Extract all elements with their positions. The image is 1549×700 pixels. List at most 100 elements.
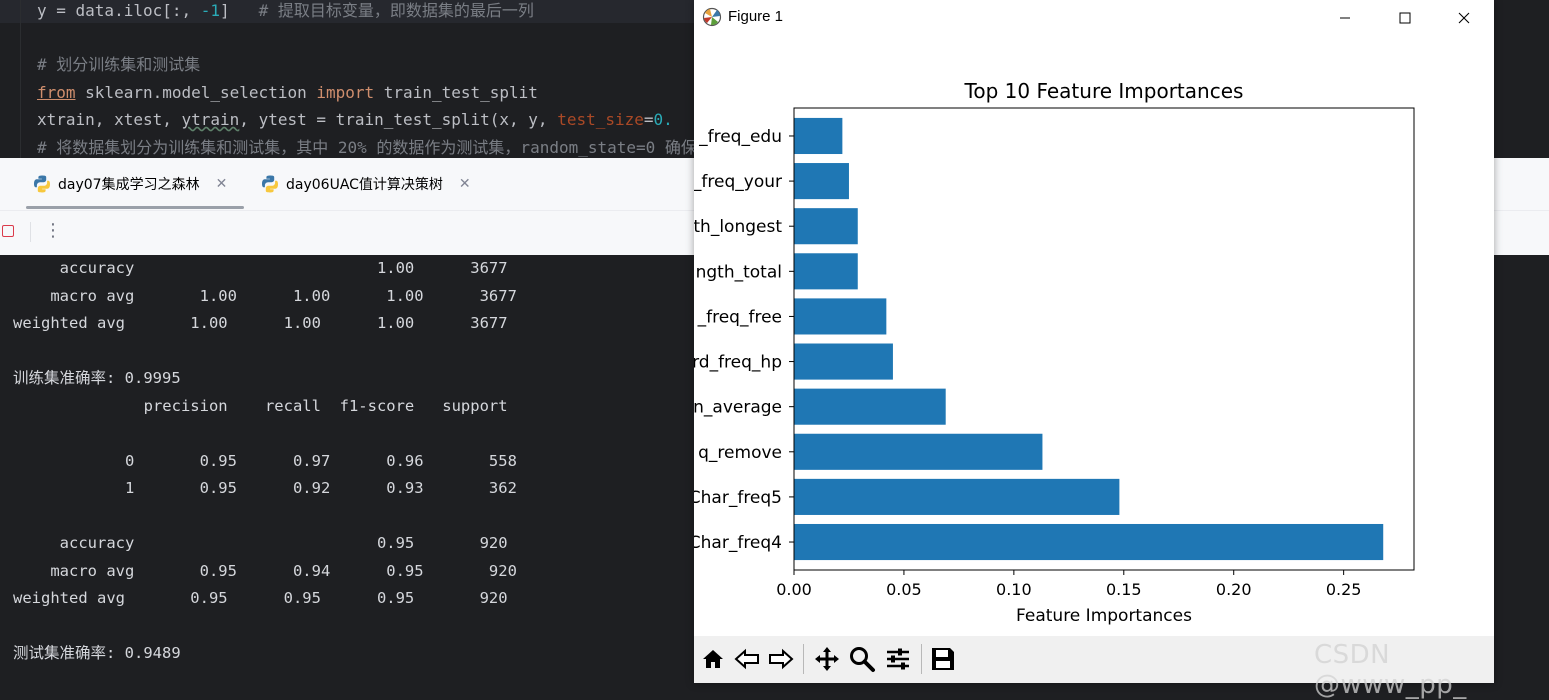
console-line: macro avg 0.95 0.94 0.95 920	[13, 561, 517, 580]
bars-group	[794, 117, 1384, 561]
y-tick-label: Char_freq4	[694, 533, 782, 553]
forward-button[interactable]	[766, 644, 796, 674]
x-tick-label: 0.15	[1106, 580, 1142, 599]
x-tick-label: 0.00	[776, 580, 812, 599]
figure-toolbar	[694, 636, 1494, 683]
home-icon	[703, 650, 723, 668]
bar	[794, 117, 843, 155]
code-line[interactable]: xtrain, xtest, ytrain, ytest = train_tes…	[37, 106, 673, 133]
code-token: y = data.iloc[:,	[37, 1, 201, 20]
maximize-button[interactable]	[1376, 0, 1434, 36]
y-tick-label: _freq_free	[697, 307, 782, 327]
python-file-icon	[34, 175, 50, 193]
y-tick-label: ngth_total	[696, 262, 782, 282]
bar	[794, 523, 1384, 561]
bar	[794, 343, 893, 380]
console-line: accuracy 0.95 920	[13, 534, 508, 552]
console-line: weighted avg 0.95 0.95 0.95 920	[13, 589, 508, 607]
code-token: from	[37, 83, 76, 102]
save-button[interactable]	[928, 644, 958, 674]
y-tick-labels: Char_freq4 Char_freq5 q_remove n_average rd_…	[694, 127, 794, 553]
maximize-icon	[1399, 12, 1411, 24]
pan-icon	[815, 647, 839, 671]
code-token: ytrain	[181, 110, 240, 129]
console-line: 测试集准确率: 0.9489	[13, 644, 181, 662]
toolbar-divider	[30, 222, 31, 242]
watermark: CSDN @www_pp_	[1314, 640, 1467, 700]
minimize-button[interactable]	[1316, 0, 1374, 36]
code-token: ]	[220, 1, 259, 20]
console-line: 训练集准确率: 0.9995	[13, 369, 181, 387]
console-line: accuracy 1.00 3677	[13, 259, 508, 277]
code-token: xtrain, xtest,	[37, 110, 182, 129]
x-tick-label: 0.25	[1326, 580, 1362, 599]
x-tick-label: 0.05	[886, 580, 922, 599]
more-options-icon[interactable]: ⋮	[44, 220, 62, 241]
current-line-highlight	[0, 0, 700, 23]
configure-subplots-button[interactable]	[883, 644, 913, 674]
console-line: macro avg 1.00 1.00 1.00 3677	[13, 286, 517, 305]
y-tick-label: q_remove	[698, 443, 782, 463]
chart-title: Top 10 Feature Importances	[964, 79, 1244, 103]
y-tick-label: rd_freq_hp	[694, 353, 782, 373]
x-tick-label: 0.20	[1216, 580, 1252, 599]
tab-day07[interactable]: day07集成学习之森林 ✕	[32, 158, 227, 210]
code-token: -1	[200, 1, 221, 20]
minimize-icon	[1340, 17, 1350, 19]
figure-title: Figure 1	[728, 8, 784, 25]
code-token: 0.	[653, 110, 673, 129]
code-line[interactable]: # 将数据集划分为训练集和测试集，其中 20% 的数据作为测试集，random_…	[37, 134, 697, 158]
close-icon	[1458, 12, 1470, 24]
bar	[794, 433, 1043, 470]
code-token: # 将数据集划分为训练集和测试集，其中 20% 的数据作为测试集，random_…	[37, 138, 697, 157]
zoom-button[interactable]	[847, 644, 877, 674]
x-tick-label: 0.10	[996, 580, 1032, 599]
toolbar-divider	[803, 644, 804, 674]
code-line[interactable]: # 划分训练集和测试集	[37, 51, 200, 78]
code-token: , ytest = train_test_split(x, y,	[239, 110, 558, 129]
bar	[794, 478, 1120, 515]
bar	[794, 388, 946, 425]
console-line: 1 0.95 0.92 0.93 362	[13, 479, 517, 497]
y-tick-label: th_longest	[694, 217, 782, 237]
close-button[interactable]	[1435, 0, 1493, 36]
code-token: # 提取目标变量，即数据集的最后一列	[258, 1, 534, 20]
code-token: # 划分训练集和测试集	[37, 55, 201, 74]
y-tick-label: Char_freq5	[694, 488, 782, 508]
bar	[794, 163, 849, 200]
axes-frame	[793, 107, 1415, 571]
close-tab-icon[interactable]: ✕	[458, 176, 471, 192]
x-ticks: 0.00 0.05 0.10 0.15 0.20 0.25	[776, 570, 1361, 599]
stop-icon[interactable]	[2, 225, 14, 237]
zoom-icon	[850, 647, 875, 672]
back-button[interactable]	[732, 644, 762, 674]
code-line[interactable]: y = data.iloc[:, -1] # 提取目标变量，即数据集的最后一列	[37, 0, 534, 24]
home-button[interactable]	[698, 644, 728, 674]
code-token: sklearn.model_selection	[75, 83, 317, 102]
console-line: precision recall f1-score support	[13, 396, 508, 415]
feature-importance-chart: Top 10 Feature Importances Char_freq4Cha…	[694, 79, 1415, 626]
x-axis-label: Feature Importances	[1016, 606, 1192, 626]
code-token: test_size	[557, 110, 644, 129]
y-tick-label: n_average	[694, 398, 782, 418]
console-line: 0 0.95 0.97 0.96 558	[13, 451, 517, 470]
active-tab-indicator	[26, 206, 244, 209]
tab-label: day07集成学习之森林	[58, 177, 200, 193]
figure-titlebar[interactable]: Figure 1	[694, 0, 1494, 36]
console-line: weighted avg 1.00 1.00 1.00 3677	[13, 314, 508, 332]
close-tab-icon[interactable]: ✕	[215, 176, 228, 192]
code-token: train_test_split	[374, 83, 538, 102]
y-tick-label: _freq_edu	[698, 127, 782, 147]
tab-day06[interactable]: day06UAC值计算决策树 ✕	[260, 158, 471, 210]
back-icon	[734, 648, 759, 670]
code-token: import	[316, 83, 375, 102]
bar	[794, 208, 858, 245]
python-file-icon	[262, 175, 278, 193]
pan-button[interactable]	[812, 644, 842, 674]
configure-subplots-icon	[887, 648, 909, 670]
bar	[794, 298, 887, 335]
y-tick-label: _freq_your	[694, 172, 782, 192]
code-line[interactable]: from sklearn.model_selection import trai…	[37, 79, 538, 106]
gutter-divider	[20, 0, 21, 158]
figure-window[interactable]: Figure 1 Top 10 Feature Importances Char…	[694, 0, 1494, 683]
